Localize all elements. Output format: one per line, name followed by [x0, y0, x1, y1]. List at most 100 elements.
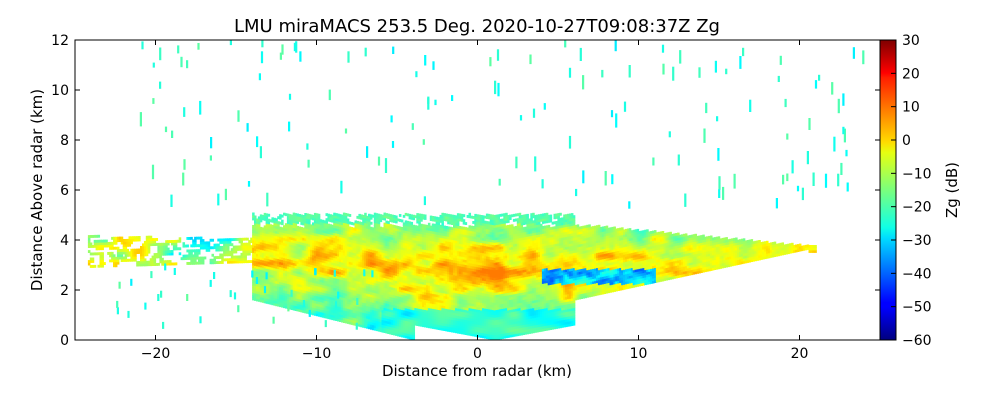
echo-cell — [284, 275, 288, 279]
echo-cell — [252, 217, 255, 221]
echo-cell — [265, 240, 269, 244]
echo-cell — [277, 281, 280, 285]
echo-cell — [381, 242, 385, 246]
echo-cell — [339, 294, 342, 297]
echo-cell — [381, 234, 385, 238]
echo-cell — [331, 282, 334, 286]
echo-cell — [254, 238, 257, 241]
echo-cell — [298, 231, 302, 235]
echo-cell — [267, 273, 271, 277]
echo-cell — [379, 279, 383, 283]
echo-cell — [335, 313, 338, 316]
echo-cell — [219, 253, 222, 257]
echo-cell — [373, 325, 377, 329]
echo-cell — [157, 255, 160, 259]
echo-cell — [306, 223, 309, 227]
echo-cell — [140, 251, 143, 254]
echo-cell — [383, 230, 387, 233]
echo-cell — [350, 247, 354, 250]
echo-cell — [99, 262, 103, 266]
echo-cell — [329, 296, 332, 300]
echo-cell — [327, 291, 330, 295]
echo-cell — [354, 317, 358, 321]
echo-cell — [366, 280, 369, 284]
echo-cell — [346, 248, 350, 252]
echo-cell — [296, 258, 300, 262]
echo-cell — [356, 255, 359, 259]
echo-cell — [317, 263, 321, 267]
echo-cell — [344, 283, 348, 286]
echo-cell — [344, 260, 348, 264]
echo-cell — [375, 255, 379, 259]
echo-cell — [323, 312, 327, 316]
echo-cell — [404, 287, 408, 291]
echo-cell — [339, 264, 342, 267]
echo-cell — [398, 231, 402, 235]
echo-cell — [344, 268, 348, 271]
echo-cell — [375, 270, 379, 274]
echo-cell — [346, 246, 350, 249]
echo-cell — [292, 237, 296, 241]
echo-cell — [194, 249, 197, 253]
echo-cell — [342, 237, 346, 241]
echo-cell — [402, 289, 406, 293]
echo-cell — [292, 285, 296, 288]
echo-cell — [308, 258, 311, 262]
echo-cell — [358, 261, 361, 265]
echo-cell — [292, 277, 296, 281]
echo-cell — [327, 251, 330, 255]
echo-cell — [335, 220, 338, 224]
echo-cell — [290, 274, 294, 278]
echo-cell — [335, 243, 338, 246]
echo-cell — [294, 285, 298, 289]
echo-cell — [277, 248, 280, 252]
echo-cell — [402, 282, 406, 286]
echo-cell — [256, 258, 259, 262]
echo-cell — [288, 226, 292, 230]
echo-cell — [261, 214, 265, 218]
echo-cell — [335, 255, 338, 259]
echo-cell — [360, 244, 363, 248]
echo-cell — [358, 223, 361, 227]
echo-cell — [339, 309, 342, 312]
echo-cell — [124, 251, 128, 255]
echo-cell — [310, 296, 313, 300]
echo-cell — [370, 319, 373, 323]
echo-cell — [288, 296, 292, 300]
echo-cell — [393, 285, 396, 288]
echo-cell — [298, 309, 302, 312]
echo-cell — [261, 257, 265, 261]
echo-cell — [360, 259, 363, 263]
echo-cell — [337, 228, 340, 232]
echo-cell — [335, 315, 338, 319]
echo-cell — [290, 252, 294, 255]
echo-cell — [263, 282, 267, 286]
echo-cell — [373, 250, 377, 254]
echo-cell — [306, 290, 309, 294]
echo-cell — [321, 259, 325, 263]
echo-cell — [319, 219, 323, 223]
echo-cell — [284, 253, 288, 257]
echo-cell — [360, 294, 363, 298]
echo-cell — [142, 250, 145, 254]
echo-cell — [300, 299, 303, 303]
echo-cell — [333, 262, 336, 266]
echo-cell — [387, 328, 390, 332]
echo-cell — [225, 258, 228, 262]
echo-cell — [283, 260, 286, 264]
echo-cell — [196, 251, 199, 255]
echo-cell — [142, 248, 145, 252]
echo-cell — [391, 224, 394, 228]
echo-cell — [323, 297, 327, 301]
echo-cell — [385, 320, 388, 324]
echo-cell — [132, 253, 135, 257]
echo-cell — [348, 311, 352, 315]
echo-cell — [89, 245, 93, 248]
echo-cell — [379, 299, 383, 303]
echo-cell — [267, 288, 271, 292]
echo-cell — [342, 222, 346, 226]
echo-cell — [344, 225, 348, 229]
echo-cell — [441, 222, 444, 226]
echo-cell — [371, 309, 375, 313]
echo-cell — [342, 290, 346, 293]
